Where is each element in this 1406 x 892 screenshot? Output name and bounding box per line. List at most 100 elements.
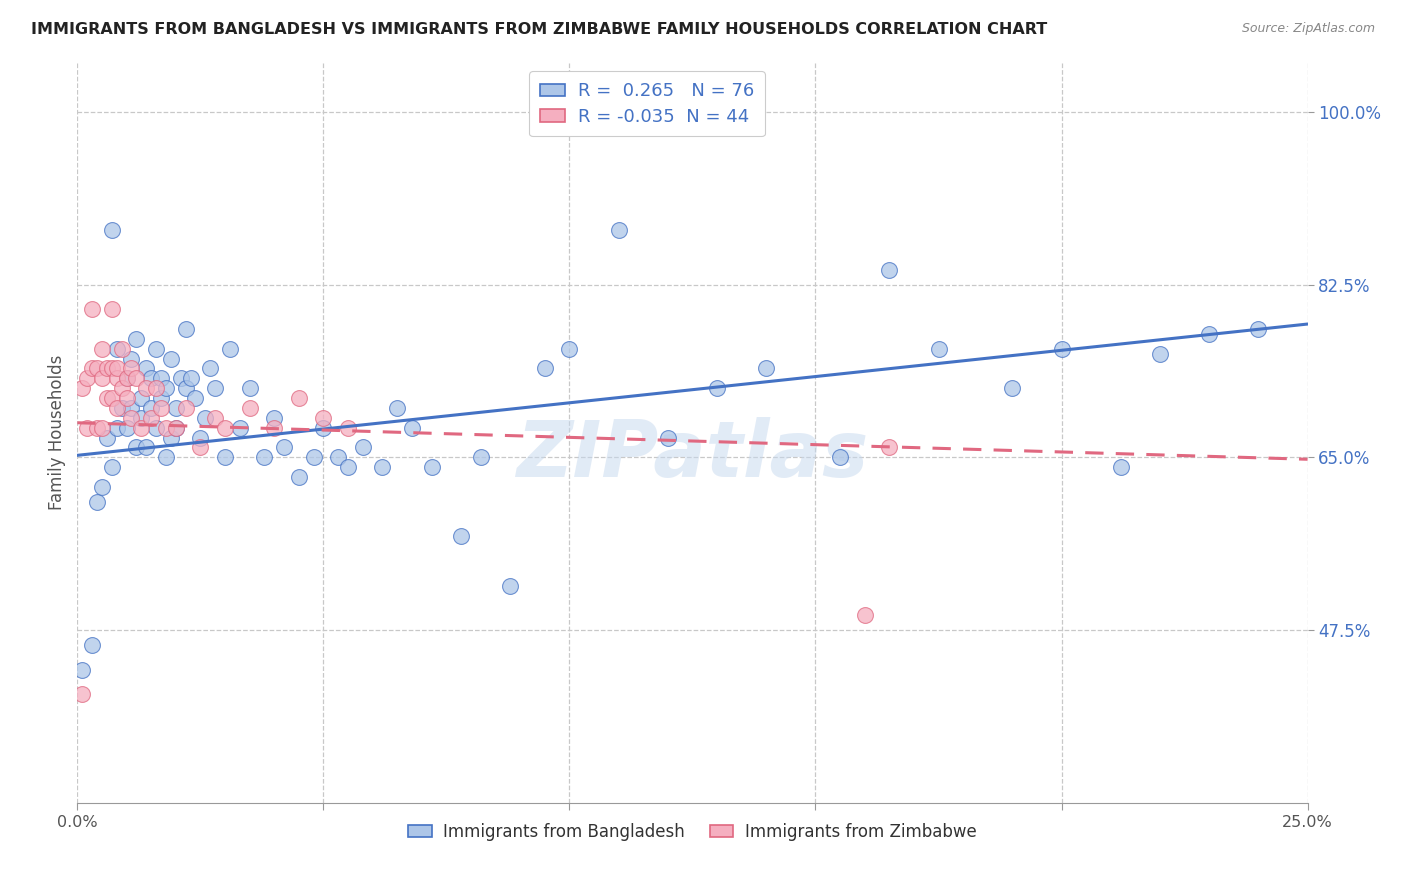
Point bbox=[101, 361, 124, 376]
Point bbox=[204, 381, 226, 395]
Point bbox=[115, 371, 138, 385]
Point bbox=[312, 410, 335, 425]
Point bbox=[326, 450, 350, 465]
Point bbox=[371, 460, 394, 475]
Point bbox=[1001, 381, 1024, 395]
Point bbox=[145, 381, 167, 395]
Point bbox=[141, 371, 163, 385]
Point bbox=[105, 420, 128, 434]
Point bbox=[499, 579, 522, 593]
Point bbox=[312, 420, 335, 434]
Point bbox=[165, 420, 187, 434]
Point bbox=[115, 371, 138, 385]
Point bbox=[165, 420, 187, 434]
Point bbox=[155, 450, 177, 465]
Point bbox=[607, 223, 630, 237]
Y-axis label: Family Households: Family Households bbox=[48, 355, 66, 510]
Point bbox=[1109, 460, 1132, 475]
Point bbox=[76, 371, 98, 385]
Point bbox=[70, 663, 93, 677]
Point bbox=[706, 381, 728, 395]
Point bbox=[160, 351, 183, 366]
Point bbox=[188, 441, 212, 455]
Text: ZIPatlas: ZIPatlas bbox=[516, 417, 869, 493]
Point bbox=[214, 420, 236, 434]
Point bbox=[928, 342, 950, 356]
Point bbox=[101, 223, 124, 237]
Point bbox=[82, 361, 104, 376]
Point bbox=[121, 351, 143, 366]
Point bbox=[141, 401, 163, 415]
Point bbox=[273, 441, 295, 455]
Text: Source: ZipAtlas.com: Source: ZipAtlas.com bbox=[1241, 22, 1375, 36]
Point bbox=[129, 391, 153, 405]
Point bbox=[70, 381, 93, 395]
Point bbox=[1247, 322, 1270, 336]
Point bbox=[105, 401, 128, 415]
Point bbox=[129, 410, 153, 425]
Point bbox=[165, 401, 187, 415]
Point bbox=[288, 391, 311, 405]
Point bbox=[125, 441, 148, 455]
Point bbox=[135, 441, 157, 455]
Point bbox=[558, 342, 581, 356]
Point bbox=[174, 322, 197, 336]
Point bbox=[830, 450, 852, 465]
Point bbox=[101, 460, 124, 475]
Point bbox=[150, 401, 173, 415]
Point bbox=[101, 391, 124, 405]
Point bbox=[96, 391, 118, 405]
Point bbox=[121, 401, 143, 415]
Point bbox=[150, 391, 173, 405]
Point bbox=[111, 342, 132, 356]
Legend: Immigrants from Bangladesh, Immigrants from Zimbabwe: Immigrants from Bangladesh, Immigrants f… bbox=[402, 816, 983, 847]
Point bbox=[155, 420, 177, 434]
Point bbox=[90, 480, 114, 494]
Point bbox=[86, 494, 108, 508]
Point bbox=[90, 420, 114, 434]
Point bbox=[188, 431, 212, 445]
Point bbox=[385, 401, 409, 415]
Point bbox=[1198, 326, 1220, 341]
Point bbox=[90, 371, 114, 385]
Point bbox=[86, 361, 108, 376]
Point bbox=[70, 687, 93, 701]
Point bbox=[141, 410, 163, 425]
Point bbox=[96, 361, 118, 376]
Point bbox=[121, 361, 143, 376]
Point bbox=[180, 371, 202, 385]
Point bbox=[1050, 342, 1073, 356]
Point bbox=[174, 401, 197, 415]
Point bbox=[90, 342, 114, 356]
Point bbox=[200, 361, 222, 376]
Point bbox=[82, 638, 104, 652]
Point bbox=[219, 342, 242, 356]
Point bbox=[239, 401, 262, 415]
Point bbox=[129, 420, 153, 434]
Point bbox=[105, 342, 128, 356]
Point bbox=[155, 381, 177, 395]
Point bbox=[879, 441, 901, 455]
Point bbox=[755, 361, 778, 376]
Point bbox=[170, 371, 193, 385]
Point bbox=[76, 420, 98, 434]
Point bbox=[105, 361, 128, 376]
Point bbox=[115, 420, 138, 434]
Point bbox=[145, 342, 167, 356]
Point bbox=[420, 460, 443, 475]
Point bbox=[135, 381, 157, 395]
Point bbox=[253, 450, 276, 465]
Point bbox=[470, 450, 492, 465]
Point bbox=[337, 420, 360, 434]
Point bbox=[111, 381, 132, 395]
Point bbox=[450, 529, 472, 543]
Point bbox=[263, 420, 285, 434]
Point bbox=[82, 302, 104, 317]
Point bbox=[115, 391, 138, 405]
Point bbox=[86, 420, 108, 434]
Point bbox=[288, 470, 311, 484]
Point bbox=[657, 431, 679, 445]
Point bbox=[337, 460, 360, 475]
Point bbox=[135, 361, 157, 376]
Point bbox=[853, 608, 876, 623]
